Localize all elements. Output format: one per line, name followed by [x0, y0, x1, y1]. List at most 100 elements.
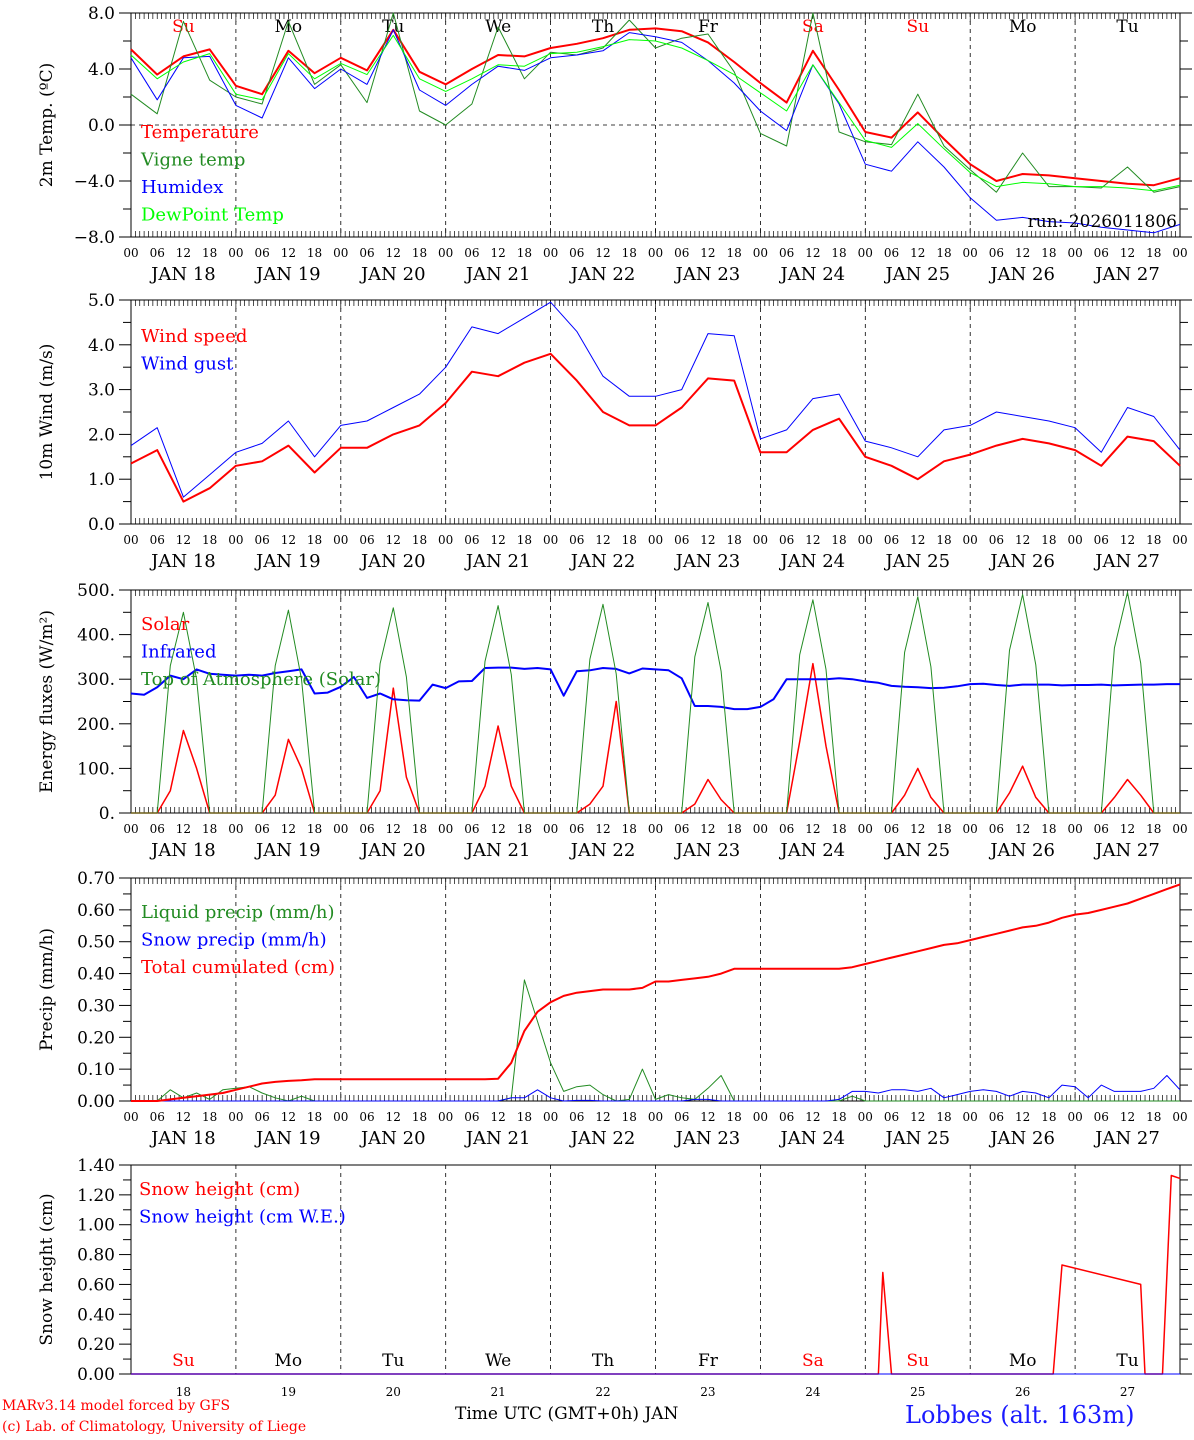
- y-tick-label: 5.0: [88, 291, 115, 311]
- x-hour-label: 00: [543, 533, 558, 547]
- x-date-label: JAN 20: [359, 840, 426, 861]
- x-hour-label: 06: [989, 533, 1004, 547]
- x-hour-label: 18: [727, 246, 742, 260]
- x-hour-label: 00: [753, 246, 768, 260]
- x-hour-label: 12: [1120, 1110, 1135, 1124]
- x-hour-label: 06: [150, 1110, 165, 1124]
- x-hour-label: 06: [254, 246, 269, 260]
- legend-entry: Total cumulated (cm): [141, 957, 335, 978]
- x-hour-label: 12: [595, 246, 610, 260]
- x-hour-label: 06: [569, 246, 584, 260]
- station-name: Lobbes (alt. 163m): [905, 1401, 1135, 1429]
- x-date-label: JAN 18: [149, 264, 216, 285]
- x-hour-label: 00: [123, 1110, 138, 1124]
- x-hour-label: 18: [202, 246, 217, 260]
- x-day-number: 23: [700, 1385, 715, 1399]
- x-date-label: JAN 27: [1093, 551, 1160, 572]
- x-hour-label: 06: [989, 822, 1004, 836]
- series-line-temperature: [130, 27, 1181, 187]
- x-hour-label: 12: [176, 1110, 191, 1124]
- x-hour-label: 00: [228, 822, 243, 836]
- y-tick-label: 4.0: [88, 336, 115, 356]
- x-hour-label: 18: [1146, 533, 1161, 547]
- panel-flux: 500. 400. 300. 200. 100. 0. Energy fluxes (W/m…: [37, 581, 1192, 861]
- x-hour-label: 12: [1015, 533, 1030, 547]
- x-hour-label: 00: [753, 822, 768, 836]
- x-hour-label: 12: [700, 822, 715, 836]
- x-date-label: JAN 21: [464, 1128, 531, 1149]
- x-day-number: 21: [491, 1385, 506, 1399]
- legend-entry: Snow precip (mm/h): [141, 930, 327, 951]
- x-hour-label: 18: [202, 822, 217, 836]
- x-hour-label: 18: [412, 246, 427, 260]
- x-hour-label: 00: [963, 246, 978, 260]
- x-hour-label: 12: [386, 246, 401, 260]
- y-tick-label: 1.40: [77, 1156, 115, 1176]
- x-hour-label: 18: [307, 822, 322, 836]
- panel-precip: 0.70 0.60 0.50 0.40 0.30 0.20 0.10 0.00 Precip (…: [37, 869, 1192, 1149]
- x-hour-label: 18: [1041, 822, 1056, 836]
- x-hour-label: 00: [123, 533, 138, 547]
- x-hour-label: 06: [884, 246, 899, 260]
- y-tick-label: 300.: [77, 670, 115, 690]
- x-hour-label: 06: [779, 1110, 794, 1124]
- x-hour-label: 00: [963, 822, 978, 836]
- x-hour-label: 18: [1146, 246, 1161, 260]
- x-hour-label: 00: [753, 1110, 768, 1124]
- x-hour-label: 12: [700, 1110, 715, 1124]
- y-tick-label: 400.: [77, 626, 115, 646]
- y-tick-label: 1.00: [77, 1216, 115, 1236]
- x-date-label: JAN 19: [254, 840, 321, 861]
- y-tick-label: 0.80: [77, 1246, 115, 1266]
- y-tick-label: −8.0: [74, 228, 115, 248]
- series-line-vigne-temp: [130, 12, 1181, 193]
- x-hour-label: 18: [517, 1110, 532, 1124]
- y-tick-label: −4.0: [74, 172, 115, 192]
- x-date-label: JAN 26: [988, 264, 1055, 285]
- x-hour-label: 06: [359, 822, 374, 836]
- x-hour-label: 00: [1067, 822, 1082, 836]
- x-hour-label: 06: [569, 1110, 584, 1124]
- x-hour-label: 00: [123, 246, 138, 260]
- x-hour-label: 00: [1067, 1110, 1082, 1124]
- x-date-label: JAN 24: [779, 840, 846, 861]
- weekday-label: Fr: [698, 1351, 719, 1371]
- y-tick-label: 0.20: [77, 1028, 115, 1048]
- weekday-label: Su: [906, 17, 929, 37]
- weekday-label: We: [485, 1351, 511, 1371]
- x-hour-label: 12: [805, 1110, 820, 1124]
- weekday-label: Tu: [382, 17, 404, 37]
- weekday-label: Tu: [1116, 1351, 1138, 1371]
- x-hour-label: 06: [359, 533, 374, 547]
- x-hour-label: 06: [359, 246, 374, 260]
- x-hour-label: 18: [412, 822, 427, 836]
- x-hour-label: 06: [359, 1110, 374, 1124]
- x-hour-label: 00: [1067, 246, 1082, 260]
- x-hour-label: 00: [543, 246, 558, 260]
- y-tick-label: 1.0: [88, 470, 115, 490]
- x-hour-label: 12: [491, 246, 506, 260]
- x-hour-label: 00: [333, 822, 348, 836]
- x-hour-label: 06: [884, 1110, 899, 1124]
- x-hour-label: 00: [1172, 246, 1187, 260]
- panel-snow: 1.40 1.20 1.00 0.80 0.60 0.40 0.20 0.00 Snow hei…: [37, 1156, 1192, 1399]
- x-hour-label: 00: [648, 246, 663, 260]
- lab-credit: (c) Lab. of Climatology, University of L…: [2, 1419, 307, 1435]
- x-hour-label: 12: [700, 533, 715, 547]
- x-hour-label: 12: [176, 822, 191, 836]
- x-hour-label: 06: [254, 533, 269, 547]
- x-date-label: JAN 25: [883, 840, 950, 861]
- weekday-label: Sa: [802, 1351, 824, 1371]
- y-tick-label: 0.00: [77, 1365, 115, 1385]
- x-date-label: JAN 22: [569, 551, 636, 572]
- x-hour-label: 12: [1015, 822, 1030, 836]
- x-hour-label: 00: [753, 533, 768, 547]
- x-date-label: JAN 21: [464, 551, 531, 572]
- weekday-label: Su: [906, 1351, 929, 1371]
- y-axis-label: Precip (mm/h): [37, 928, 57, 1051]
- x-hour-label: 12: [281, 246, 296, 260]
- x-hour-label: 12: [386, 822, 401, 836]
- x-hour-label: 18: [936, 1110, 951, 1124]
- y-tick-label: 100.: [77, 759, 115, 779]
- x-hour-label: 18: [1146, 1110, 1161, 1124]
